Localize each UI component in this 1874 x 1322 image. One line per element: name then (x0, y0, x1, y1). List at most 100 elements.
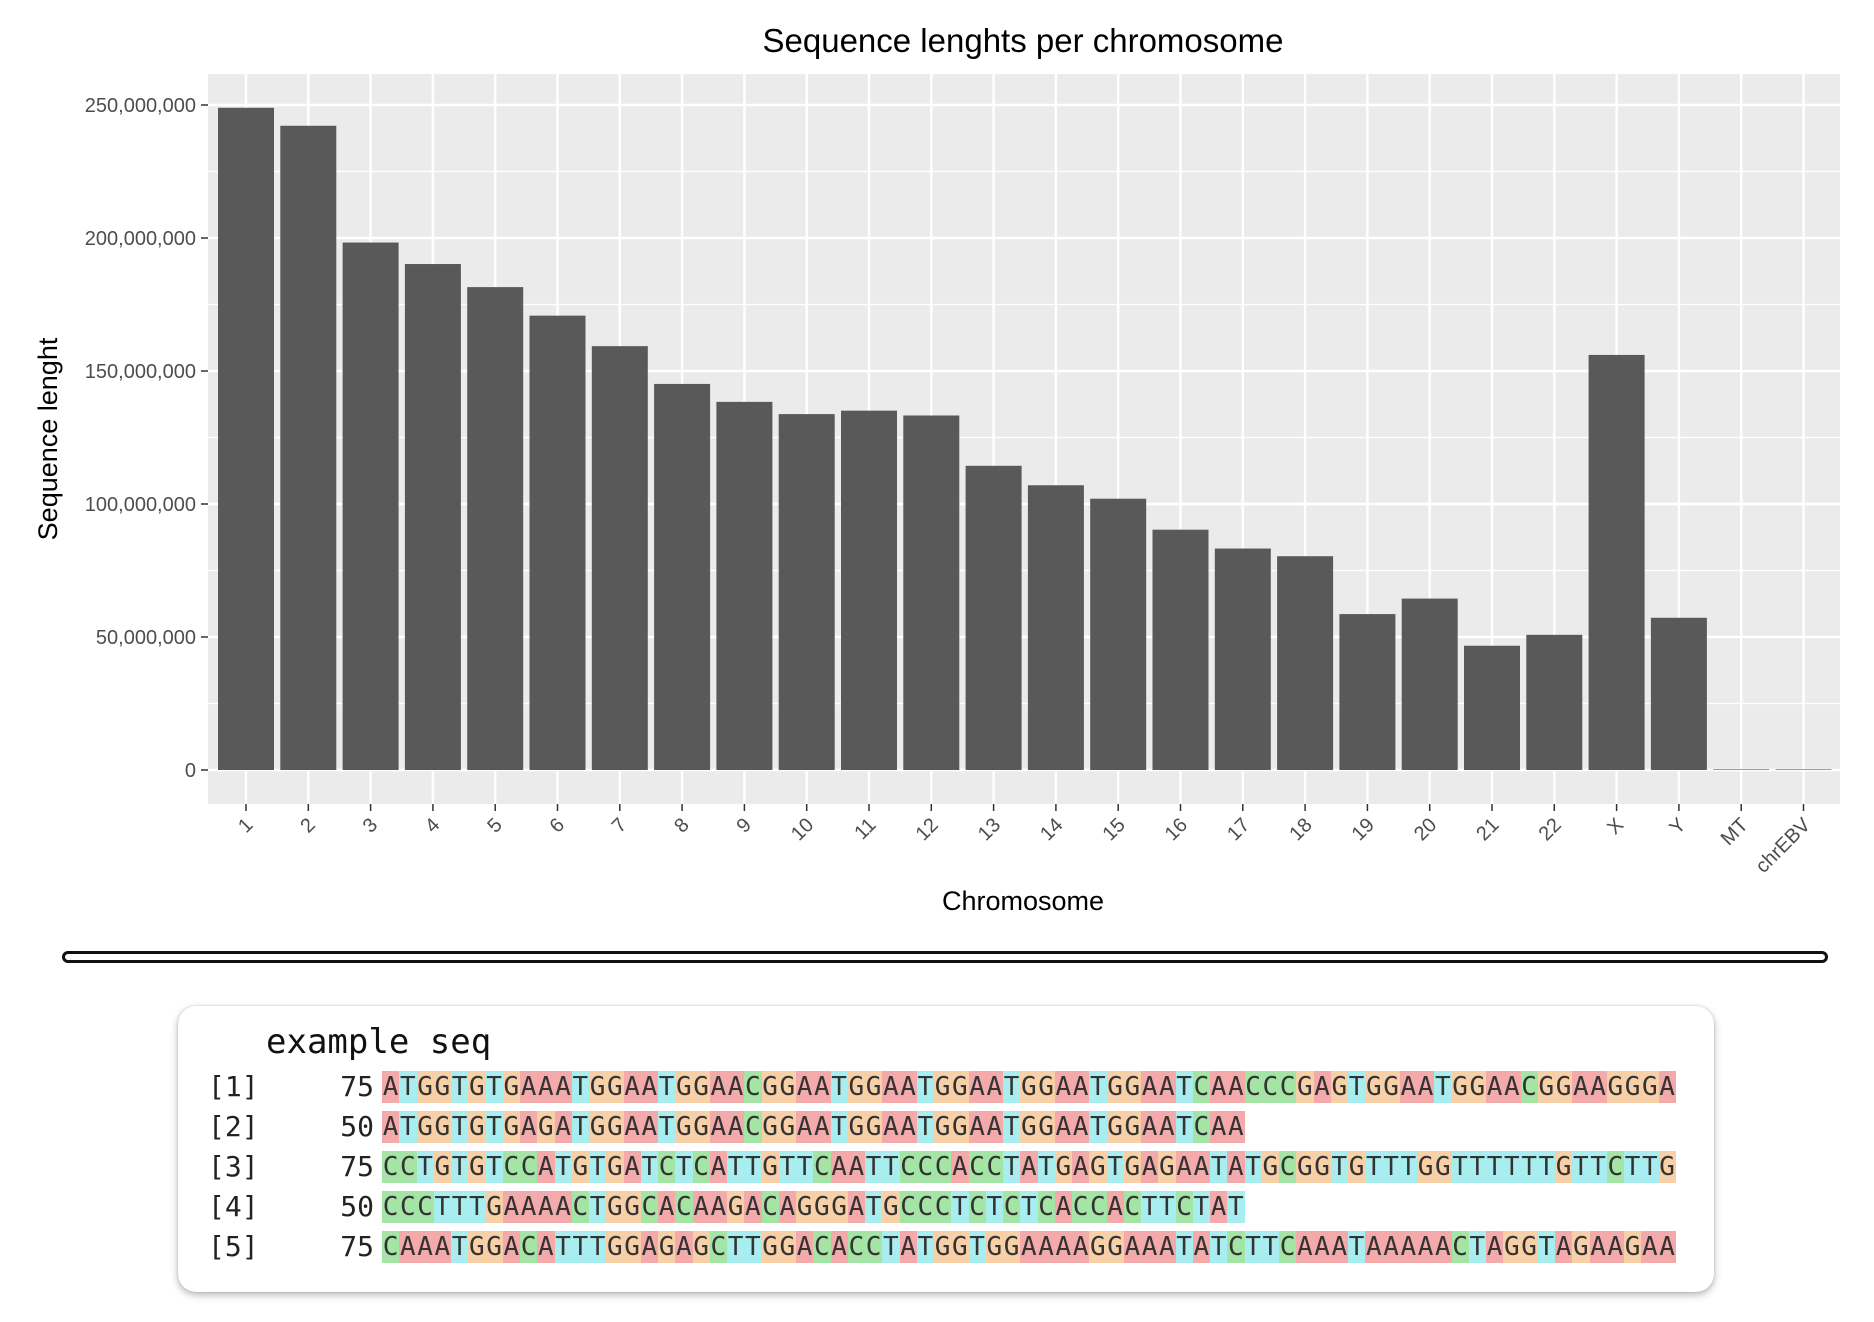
base-A: A (1175, 1151, 1193, 1183)
base-C: C (399, 1191, 417, 1223)
x-tick-label: 21 (1472, 814, 1503, 845)
base-G: G (502, 1111, 520, 1143)
bars-layer (218, 107, 1832, 771)
base-G: G (1434, 1151, 1452, 1183)
base-C: C (382, 1151, 400, 1183)
base-G: G (865, 1071, 883, 1103)
base-G: G (1037, 1071, 1055, 1103)
base-A: A (554, 1191, 572, 1223)
base-C: C (1192, 1111, 1210, 1143)
base-C: C (899, 1191, 917, 1223)
base-G: G (1089, 1151, 1107, 1183)
base-T: T (727, 1231, 745, 1263)
base-A: A (382, 1071, 400, 1103)
base-A: A (830, 1151, 848, 1183)
base-G: G (727, 1191, 745, 1223)
base-A: A (1210, 1071, 1228, 1103)
base-A: A (899, 1231, 917, 1263)
x-tick-label: 18 (1285, 814, 1316, 845)
base-G: G (623, 1191, 641, 1223)
y-tick-label: 50,000,000 (96, 627, 196, 649)
base-T: T (1244, 1231, 1262, 1263)
base-C: C (916, 1191, 934, 1223)
base-C: C (1072, 1191, 1090, 1223)
base-T: T (1468, 1151, 1486, 1183)
base-A: A (1434, 1231, 1452, 1263)
bar-chr-15 (1090, 498, 1147, 770)
base-A: A (1158, 1231, 1176, 1263)
base-T: T (916, 1071, 934, 1103)
sequence-length: 50 (340, 1190, 374, 1223)
y-tick-label: 200,000,000 (85, 228, 196, 250)
base-A: A (744, 1191, 762, 1223)
base-G: G (606, 1151, 624, 1183)
base-T: T (554, 1231, 572, 1263)
base-A: A (1141, 1151, 1159, 1183)
bar-chr-7 (591, 346, 648, 770)
base-A: A (1572, 1071, 1590, 1103)
base-C: C (709, 1231, 727, 1263)
bar-chr-21 (1464, 645, 1520, 770)
base-A: A (1503, 1071, 1521, 1103)
base-G: G (1572, 1231, 1590, 1263)
sequence-index: [1] (208, 1070, 259, 1103)
x-tick-label: 8 (670, 814, 693, 837)
base-T: T (882, 1231, 900, 1263)
base-T: T (1141, 1191, 1159, 1223)
base-C: C (571, 1191, 589, 1223)
base-T: T (451, 1071, 469, 1103)
base-A: A (640, 1231, 658, 1263)
base-A: A (727, 1071, 745, 1103)
sequence-index: [5] (208, 1230, 259, 1263)
base-A: A (1020, 1231, 1038, 1263)
base-T: T (1537, 1231, 1555, 1263)
base-G: G (675, 1071, 693, 1103)
base-A: A (899, 1111, 917, 1143)
base-T: T (727, 1151, 745, 1183)
x-tick-label: 5 (483, 814, 506, 837)
base-T: T (451, 1191, 469, 1223)
base-A: A (899, 1071, 917, 1103)
bar-chr-X (1588, 354, 1645, 770)
base-G: G (1296, 1151, 1314, 1183)
base-G: G (433, 1071, 451, 1103)
base-T: T (675, 1151, 693, 1183)
base-A: A (1227, 1151, 1245, 1183)
base-A: A (1589, 1071, 1607, 1103)
base-T: T (485, 1071, 503, 1103)
base-G: G (1348, 1151, 1366, 1183)
y-tick-label: 0 (185, 760, 196, 782)
base-G: G (675, 1111, 693, 1143)
base-A: A (709, 1191, 727, 1223)
base-G: G (951, 1231, 969, 1263)
base-A: A (537, 1071, 555, 1103)
base-A: A (1141, 1071, 1159, 1103)
base-C: C (916, 1151, 934, 1183)
base-T: T (1003, 1151, 1021, 1183)
base-G: G (571, 1151, 589, 1183)
base-T: T (1192, 1191, 1210, 1223)
base-A: A (537, 1231, 555, 1263)
x-tick-label: 10 (787, 814, 818, 845)
base-G: G (951, 1111, 969, 1143)
base-A: A (1313, 1071, 1331, 1103)
base-A: A (1658, 1231, 1676, 1263)
base-T: T (1227, 1191, 1245, 1223)
x-tick-label: 16 (1161, 814, 1192, 845)
base-A: A (520, 1191, 538, 1223)
base-A: A (623, 1111, 641, 1143)
base-C: C (1192, 1071, 1210, 1103)
x-axis-title: Chromosome (942, 886, 1104, 916)
base-G: G (658, 1231, 676, 1263)
base-T: T (1434, 1071, 1452, 1103)
bar-chr-11 (841, 410, 897, 770)
base-T: T (778, 1151, 796, 1183)
base-A: A (1486, 1071, 1504, 1103)
base-T: T (1451, 1151, 1469, 1183)
base-T: T (571, 1071, 589, 1103)
x-tick-label: 4 (421, 814, 444, 837)
base-G: G (847, 1071, 865, 1103)
base-G: G (1106, 1071, 1124, 1103)
sequence-length: 75 (340, 1150, 374, 1183)
base-T: T (1348, 1231, 1366, 1263)
